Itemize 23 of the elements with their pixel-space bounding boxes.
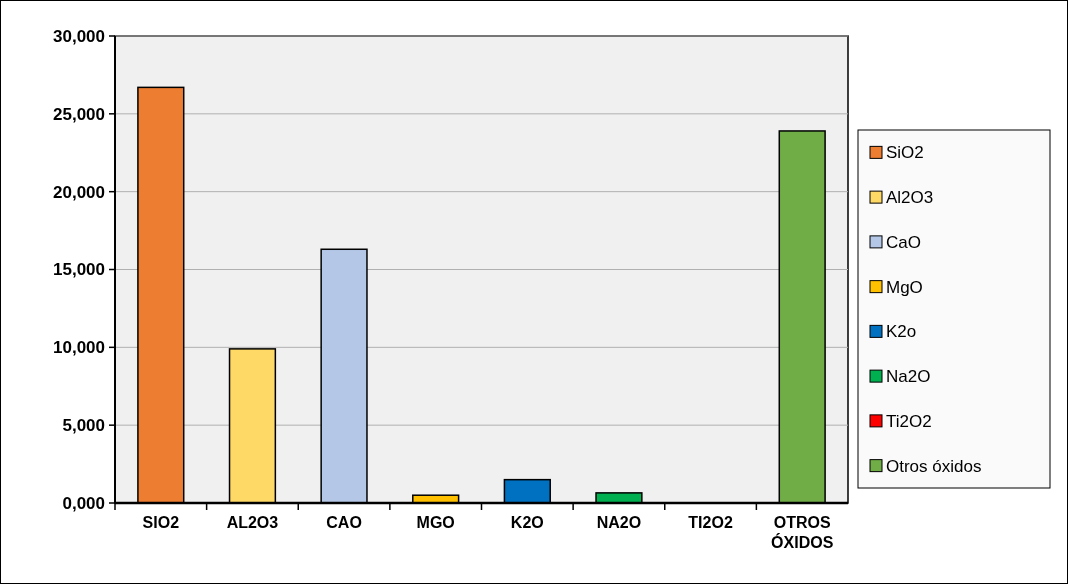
y-tick-label: 20,000 — [53, 182, 105, 202]
legend-label: K2o — [886, 322, 917, 342]
y-tick-label: 15,000 — [53, 260, 105, 280]
legend-label: Al2O3 — [886, 188, 934, 208]
legend-label: MgO — [886, 277, 923, 297]
y-tick-label: 0,000 — [62, 493, 105, 513]
x-tick-label: CAO — [326, 514, 362, 531]
legend-label: CaO — [886, 232, 921, 252]
y-tick-label: 10,000 — [53, 338, 105, 358]
x-tick-label: MGO — [416, 514, 455, 531]
legend-label: Na2O — [886, 367, 931, 387]
x-tick-label: TI2O2 — [688, 514, 733, 531]
x-tick-label: SIO2 — [142, 514, 180, 531]
x-tick-label: OTROS ÓXIDOS — [771, 514, 834, 551]
legend-label: Ti2O2 — [886, 411, 932, 431]
x-tick-label: K2O — [510, 514, 544, 531]
legend-label: SiO2 — [886, 143, 924, 163]
y-tick-label: 5,000 — [62, 416, 105, 436]
y-tick-label: 25,000 — [53, 104, 105, 124]
x-tick-label: AL2O3 — [226, 514, 279, 531]
legend-label: Otros óxidos — [886, 456, 982, 476]
x-tick-label: NA2O — [596, 514, 642, 531]
y-tick-label: 30,000 — [53, 26, 105, 46]
